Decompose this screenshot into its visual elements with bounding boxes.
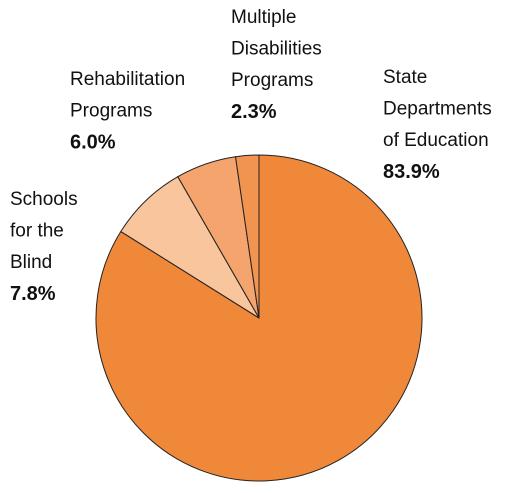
pie-slice [234,154,260,319]
value-label: 6.0% [70,131,116,153]
value-label: 83.9% [383,161,440,183]
slice-label: of Education [383,130,489,151]
slice-label: for the [10,221,64,242]
value-label: 2.3% [231,101,277,123]
slice-label: Disabilities [231,39,322,60]
slice-label: Schools [10,189,78,210]
slice-label: Programs [231,70,313,91]
value-label: 7.8% [10,283,56,305]
slice-label: Multiple [231,7,296,28]
slice-label: Rehabilitation [70,69,185,90]
slice-label: Programs [70,101,152,122]
slice-label: Departments [383,99,492,120]
slice-label: Blind [10,252,52,273]
slice-label: State [383,67,427,88]
